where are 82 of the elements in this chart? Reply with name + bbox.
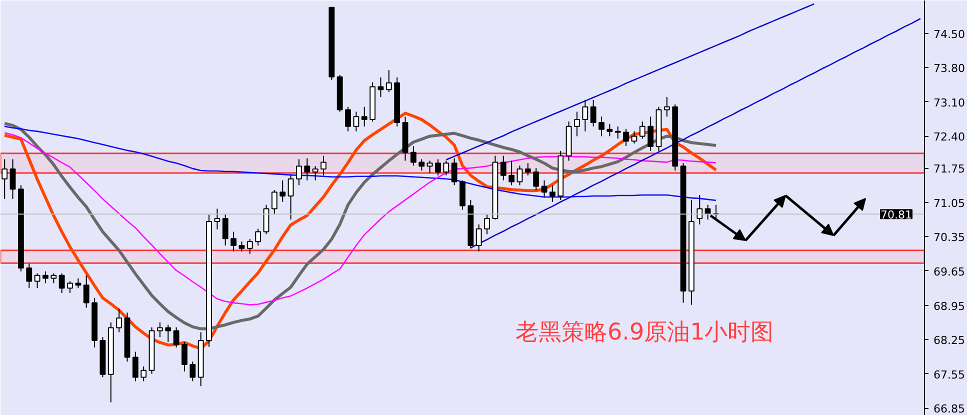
candlestick [2, 158, 8, 200]
candlestick [443, 160, 450, 176]
candlestick [132, 351, 138, 382]
candlestick [140, 366, 147, 382]
candlestick [26, 263, 32, 289]
y-tick-label: 69.65 [934, 265, 965, 278]
candlestick [451, 158, 458, 186]
y-tick-label: 74.50 [934, 28, 965, 41]
candlestick [418, 158, 425, 172]
candlestick [165, 324, 172, 343]
candlestick [361, 106, 368, 127]
candlestick [426, 160, 433, 174]
candlestick [648, 116, 654, 152]
candlestick [271, 190, 278, 216]
candlestick [484, 214, 490, 235]
candlestick [435, 158, 441, 176]
candlestick [263, 204, 270, 235]
y-tick-label: 70.35 [934, 231, 965, 244]
candlestick [58, 272, 65, 294]
candlestick [516, 165, 523, 186]
candlestick [639, 121, 646, 140]
candlestick [42, 270, 48, 284]
y-tick-label: 73.80 [934, 62, 965, 76]
y-tick-label: 67.55 [934, 368, 965, 382]
candlestick [246, 238, 253, 254]
candlestick [320, 155, 326, 176]
candlestick [386, 70, 392, 93]
candlestick [10, 158, 16, 200]
candlestick [590, 99, 596, 127]
candlestick [255, 228, 262, 246]
candlestick [222, 214, 228, 246]
line-series [4, 132, 717, 306]
candlestick [614, 126, 621, 140]
candlestick [173, 326, 180, 348]
candlestick [34, 272, 40, 289]
candlestick [230, 231, 236, 252]
candlestick [190, 361, 196, 382]
y-tick-label: 66.85 [934, 402, 965, 415]
y-tick-label: 71.05 [934, 196, 965, 210]
y-tick-label: 71.75 [934, 162, 965, 176]
candlestick [606, 123, 613, 137]
candlestick [508, 160, 515, 186]
candlestick [598, 116, 604, 137]
candlestick [312, 166, 318, 181]
candlestick [50, 272, 57, 284]
candlestick [182, 342, 188, 372]
candlestick [500, 155, 506, 181]
candlestick [288, 174, 294, 220]
y-tick-label: 73.10 [934, 96, 965, 110]
candlestick [623, 128, 629, 147]
candlestick [157, 322, 163, 338]
candlestick [533, 168, 540, 191]
candlestick [541, 180, 548, 198]
candlestick [476, 224, 482, 252]
candlestick [582, 99, 588, 132]
candlestick [353, 111, 360, 132]
candlestick [304, 158, 310, 181]
y-tick-label: 68.95 [934, 300, 965, 313]
y-tick-label: 72.40 [934, 130, 965, 144]
candlestick [410, 146, 416, 166]
candlestick [75, 278, 82, 289]
candlestick [524, 162, 531, 176]
annotation: 老黑策略6.9原油1小时图 [516, 320, 774, 346]
y-tick-label: 68.25 [934, 334, 965, 348]
line-series [445, 3, 815, 160]
candlestick [378, 76, 384, 98]
candlestick [696, 194, 703, 225]
candlestick [631, 130, 638, 144]
candlestick [664, 96, 670, 118]
candlestick [116, 308, 122, 333]
candlestick [238, 241, 245, 252]
candlestick [574, 111, 580, 137]
candlestick [345, 106, 351, 132]
candlestick [280, 180, 286, 202]
candlestick [214, 208, 220, 230]
line-series [470, 18, 922, 249]
candlestick [67, 280, 73, 294]
candlestick [549, 184, 556, 202]
line-series [4, 126, 717, 202]
ref-line-label: 70.81 [880, 208, 912, 222]
candlestick [83, 274, 90, 308]
candlestick [296, 158, 302, 186]
